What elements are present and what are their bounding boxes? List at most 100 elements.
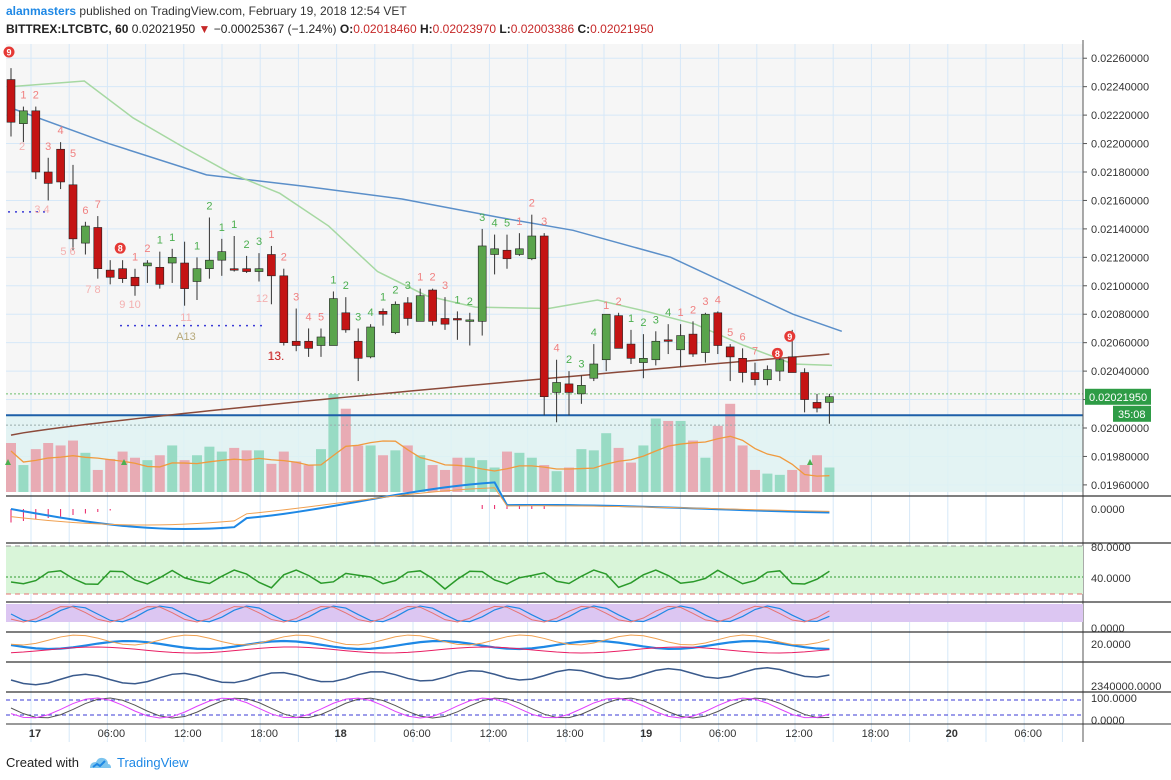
candle	[143, 260, 152, 283]
candle	[68, 164, 78, 251]
td-count-label: 3	[702, 296, 708, 308]
td-count-label: 1	[157, 235, 163, 247]
candle	[341, 297, 351, 333]
time-tick-label: 06:00	[709, 728, 737, 740]
td-count-label: 1	[516, 216, 522, 228]
ema-brown-line	[10, 353, 830, 436]
moving-average-blue	[10, 107, 843, 332]
candle	[291, 308, 301, 352]
td-count-label: 4	[58, 125, 64, 137]
adx-line	[10, 639, 830, 651]
candle-body	[341, 312, 351, 331]
time-tick-label: 19	[640, 728, 652, 740]
candle	[825, 393, 834, 424]
created-with-text: Created with	[6, 755, 79, 770]
footer: Created with TradingView	[0, 745, 1171, 780]
candle	[378, 308, 388, 326]
publish-info: alanmasters published on TradingView.com…	[6, 4, 407, 18]
price-tick-label: 0.02060000	[1091, 338, 1149, 350]
volume-bar	[105, 458, 116, 492]
volume-bar	[477, 460, 488, 492]
candle-body	[180, 262, 189, 289]
volume-bar	[626, 462, 636, 492]
indicator-axis-label: 2340000.0000	[1091, 681, 1161, 693]
candle	[6, 68, 16, 137]
candle	[205, 217, 214, 279]
candle	[688, 321, 698, 357]
author-name[interactable]: alanmasters	[6, 4, 77, 18]
candle	[465, 312, 475, 346]
volume-bar	[539, 465, 550, 492]
candle-body	[515, 248, 524, 255]
time-tick-label: 17	[29, 728, 41, 740]
candle-body	[663, 339, 673, 342]
td-count-label: 1	[380, 292, 386, 304]
candle-body	[329, 298, 338, 346]
candle-body	[279, 275, 289, 343]
td-count-label: 1	[231, 219, 237, 231]
candle-body	[130, 276, 140, 287]
symbol-label[interactable]: BITTREX:LTCBTC, 60	[6, 22, 129, 36]
td-setup-circle	[3, 46, 15, 58]
candle-body	[68, 184, 78, 240]
price-tick-label: 0.02180000	[1091, 167, 1149, 179]
candle	[105, 260, 115, 285]
price-tick-label: 0.02200000	[1091, 139, 1149, 151]
volume-bar	[650, 418, 661, 492]
volume-bar	[675, 420, 686, 492]
ohlc-legend: BITTREX:LTCBTC, 60 0.02021950 ▼ −0.00025…	[6, 22, 654, 36]
td-count-label: 2	[430, 272, 436, 284]
td-count-label: 2	[392, 284, 398, 296]
rsi-line	[10, 569, 830, 590]
volume-bar	[192, 455, 202, 492]
candle-body	[527, 235, 537, 260]
td-count-label: 2	[566, 354, 572, 366]
candle-body	[56, 148, 65, 183]
volume-bar	[303, 465, 314, 492]
td-countdown-label: A13	[176, 331, 196, 343]
td-count-label: 2	[467, 296, 473, 308]
moving-average-green	[10, 80, 833, 367]
indicator-axis-label: 80.0000	[1091, 542, 1131, 554]
candle	[93, 216, 103, 279]
volume-bar	[142, 460, 153, 492]
candle	[651, 331, 661, 366]
candle-body	[229, 268, 239, 271]
candle	[130, 268, 140, 296]
td-countdown-label: 7 8	[85, 284, 100, 296]
candle	[589, 344, 599, 382]
candle-body	[800, 372, 809, 400]
candle-body	[688, 333, 698, 355]
candle-body	[81, 225, 90, 244]
td-count-label: 1	[169, 232, 175, 244]
volume-bar	[130, 457, 140, 492]
time-tick-label: 12:00	[174, 728, 202, 740]
volume-bar	[68, 440, 78, 492]
td-setup-circle	[784, 330, 796, 342]
candle-body	[205, 259, 214, 270]
volume-bar	[291, 461, 302, 492]
candle-body	[825, 396, 834, 403]
candle-body	[564, 383, 574, 393]
volume-bar	[353, 445, 364, 492]
candle	[639, 334, 648, 379]
candle-body	[725, 346, 735, 358]
low-value: 0.02003386	[510, 22, 575, 36]
candle	[415, 288, 425, 322]
volume-bar	[278, 451, 289, 492]
candle-body	[93, 227, 103, 270]
volume-bar	[229, 447, 240, 492]
williams-signal-line	[10, 697, 830, 719]
volume-bar	[526, 457, 537, 492]
candle-body	[453, 318, 462, 321]
tradingview-brand[interactable]: TradingView	[117, 755, 189, 770]
volume-bar	[55, 445, 66, 492]
time-tick-label: 12:00	[785, 728, 813, 740]
volume-bar	[427, 465, 438, 492]
candle	[180, 241, 189, 306]
close-label: C:	[577, 22, 591, 36]
price-tick-label: 0.02220000	[1091, 110, 1149, 122]
tradingview-logo-icon[interactable]	[88, 754, 112, 772]
volume-bar	[601, 433, 612, 492]
